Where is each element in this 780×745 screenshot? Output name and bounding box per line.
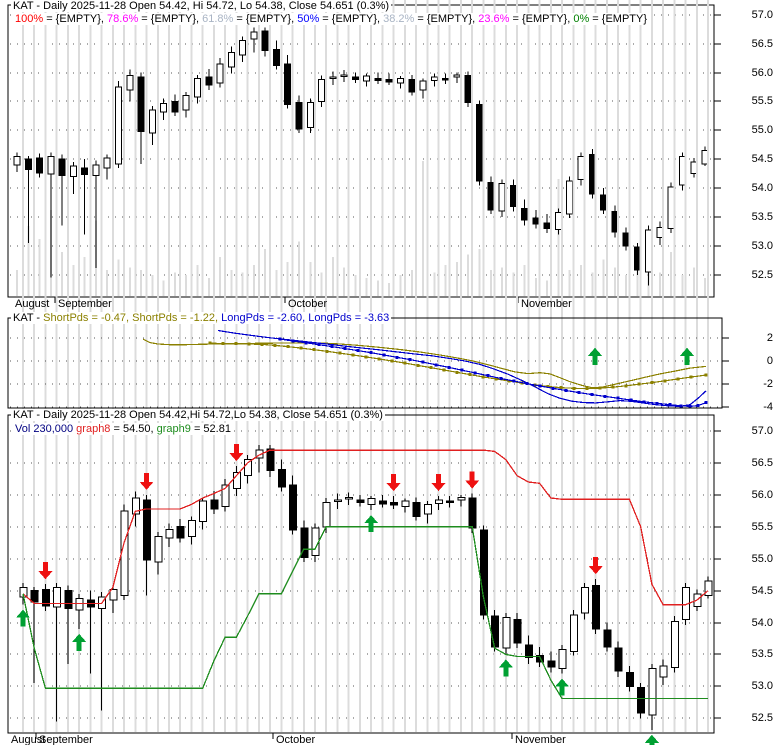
oscillator-y-tick-label: 2 [766,332,773,344]
y-axis-tick-label: 56.0 [751,67,773,79]
oscillator-title-segment: ShortPds = -0.47, [43,312,133,324]
y-axis-tick-label: 55.0 [751,553,773,565]
x-axis-month-label: August [15,298,50,310]
volume-graph-legend: Vol 230,000 graph8 = 54.50, graph9 = 52.… [13,423,233,435]
oscillator-y-tick-label: -4 [763,401,773,413]
vol-legend-segment: graph9 [156,423,191,435]
y-axis-tick-label: 56.5 [751,38,773,50]
y-axis-tick-label: 57.0 [751,425,773,437]
fib-legend-segment: 23.6% [478,13,510,25]
x-axis-month-label: September [58,298,112,310]
y-axis-tick-label: 53.0 [751,240,773,252]
oscillator-title-segment: ShortPds = -1.22, [132,312,222,324]
price-panel-bottom[interactable] [7,0,721,745]
x-axis-month-label: October [288,298,328,310]
top-panel-title: KAT - Daily 2025-11-28 Open 54.42, Hi 54… [11,0,392,12]
fib-legend-segment: = {EMPTY}, [509,13,574,25]
fibonacci-legend: 100% = {EMPTY}, 78.6% = {EMPTY}, 61.8% =… [13,13,650,25]
fib-legend-segment: = {EMPTY}, [43,13,108,25]
fib-legend-segment: = {EMPTY}, [414,13,479,25]
vol-legend-segment: = 52.81 [190,423,231,435]
fib-legend-segment: 50% [297,13,320,25]
y-axis-tick-label: 56.5 [751,457,773,469]
fib-legend-segment: = {EMPTY} [589,13,648,25]
fib-legend-segment: = {EMPTY}, [233,13,298,25]
oscillator-y-tick-label: -2 [763,378,773,390]
x-axis-month-label: November [515,734,566,745]
vol-legend-segment: = 54.50, [110,423,157,435]
fib-legend-segment: = {EMPTY}, [319,13,384,25]
oscillator-panel[interactable] [7,317,729,409]
oscillator-y-tick-label: 0 [766,355,773,367]
y-axis-tick-label: 52.5 [751,269,773,281]
oscillator-title-segment: KAT - [13,312,44,324]
fib-legend-segment: 100% [15,13,44,25]
x-axis-month-label: October [276,734,316,745]
oscillator-title-segment: LongPds = -2.60, [221,312,309,324]
fib-legend-segment: = {EMPTY}, [138,13,203,25]
y-axis-tick-label: 56.0 [751,489,773,501]
y-axis-tick-label: 53.0 [751,680,773,692]
y-axis-tick-label: 57.0 [751,9,773,21]
x-axis-month-label: August [11,734,46,745]
y-axis-tick-label: 54.0 [751,182,773,194]
fib-legend-segment: 0% [573,13,590,25]
x-axis-month-label: November [521,298,572,310]
vol-legend-segment: Vol 230,000 [15,423,77,435]
fib-legend-segment: 61.8% [202,13,234,25]
y-axis-tick-label: 55.5 [751,521,773,533]
y-axis-tick-label: 54.5 [751,585,773,597]
oscillator-panel-title: KAT - ShortPds = -0.47, ShortPds = -1.22… [11,312,392,324]
fib-legend-segment: 78.6% [107,13,139,25]
y-axis-tick-label: 53.5 [751,648,773,660]
y-axis-tick-label: 53.5 [751,211,773,223]
price-panel-top[interactable] [7,4,721,303]
y-axis-tick-label: 54.0 [751,617,773,629]
oscillator-title-segment: LongPds = -3.63 [308,312,390,324]
y-axis-tick-label: 55.0 [751,124,773,136]
y-axis-tick-label: 52.5 [751,712,773,724]
fib-legend-segment: 38.2% [383,13,415,25]
y-axis-tick-label: 54.5 [751,153,773,165]
vol-legend-segment: graph8 [76,423,111,435]
x-axis-month-label: September [39,734,93,745]
bottom-panel-title: KAT - Daily 2025-11-28 Open 54.42,Hi 54.… [11,409,385,421]
y-axis-tick-label: 55.5 [751,95,773,107]
